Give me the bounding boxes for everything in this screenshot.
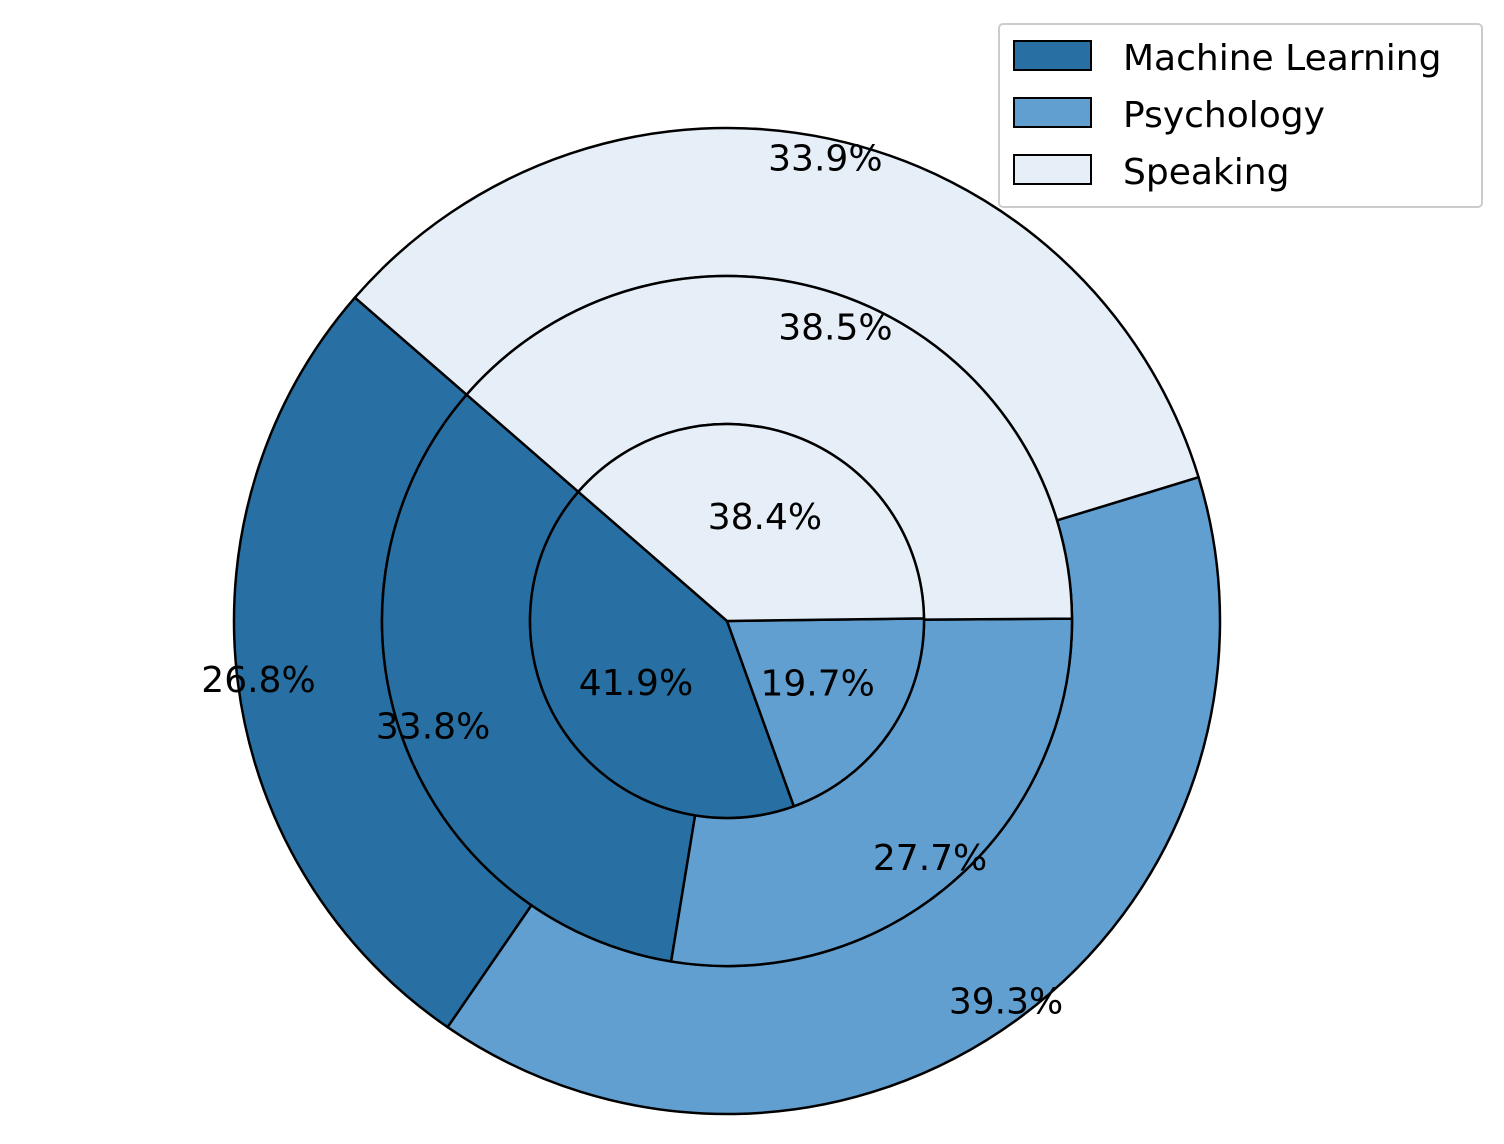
legend-swatch-speaking [1013,154,1092,185]
legend-swatch-machine-learning [1013,40,1092,71]
outer-ring-label-speaking: 33.9% [768,139,882,180]
inner-ring-slice-speaking [577,422,926,623]
legend-label-speaking: Speaking [1123,152,1289,193]
middle-ring-label-psychology: 27.7% [873,838,987,879]
outer-ring-label-machine-learning: 26.8% [201,660,315,701]
inner-ring-label-speaking: 38.4% [708,497,822,538]
inner-ring-label-machine-learning: 41.9% [579,663,693,704]
middle-ring-label-machine-learning: 33.8% [376,707,490,748]
legend-label-machine-learning: Machine Learning [1123,38,1441,79]
inner-ring-slice-psychology [725,617,926,808]
outer-ring-label-psychology: 39.3% [949,982,1063,1023]
labels-layer: 26.8% 39.3% 33.9% 33.8% 27.7% 38.5% 41.9% 19.7%… [201,139,1063,1023]
legend-swatch-psychology [1013,97,1092,128]
middle-ring-label-speaking: 38.5% [778,307,892,348]
inner-ring-label-psychology: 19.7% [761,663,875,704]
inner-ring-slice-machine-learning [528,490,796,820]
legend-label-psychology: Psychology [1123,95,1325,136]
rings-layer [232,126,1222,1116]
legend: Machine Learning Psychology Speaking [998,23,1483,208]
legend-frame [998,23,1483,208]
